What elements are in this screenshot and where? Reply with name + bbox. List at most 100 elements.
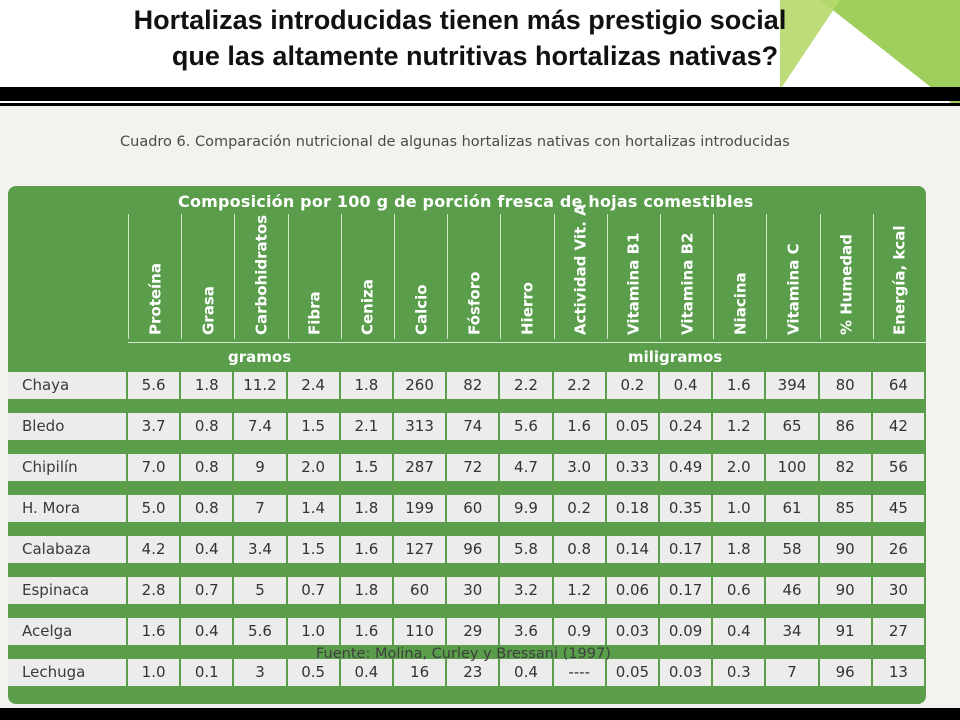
- table-cell: 1.8: [713, 536, 765, 563]
- table-cell: 60: [394, 577, 446, 604]
- column-header: Grasa: [181, 214, 235, 339]
- table-cell: 0.3: [713, 659, 765, 686]
- row-label: Acelga: [8, 618, 126, 645]
- table-cell: 9: [234, 454, 286, 481]
- table-cell: 0.05: [606, 413, 658, 440]
- table-cell: 1.6: [713, 372, 765, 399]
- table-cell: 0.24: [660, 413, 712, 440]
- column-header: Energía, kcal: [872, 214, 927, 339]
- row-label: Chipilín: [8, 454, 126, 481]
- table-heading: Composición por 100 g de porción fresca …: [178, 192, 754, 211]
- table-cell: 30: [872, 577, 924, 604]
- table-cell: 0.7: [287, 577, 339, 604]
- table-cell: 0.9: [553, 618, 605, 645]
- table-cell: 2.2: [553, 372, 605, 399]
- table-cell: 86: [819, 413, 871, 440]
- table-cell: 2.0: [713, 454, 765, 481]
- column-header-label: Carbohidratos: [252, 214, 271, 335]
- table-cell: 0.8: [181, 454, 233, 481]
- table-cell: 313: [394, 413, 446, 440]
- table-cell: 1.4: [287, 495, 339, 522]
- column-header: Carbohidratos: [234, 214, 288, 339]
- table-cell: 0.8: [181, 495, 233, 522]
- table-cell: 1.2: [713, 413, 765, 440]
- table-cell: 5.0: [128, 495, 180, 522]
- column-header: Hierro: [500, 214, 554, 339]
- column-header: Niacina: [713, 214, 767, 339]
- table-cell: 3.2: [500, 577, 552, 604]
- table-cell: 5: [234, 577, 286, 604]
- column-header: Vitamina B1: [606, 214, 661, 339]
- table-cell: 85: [819, 495, 871, 522]
- table-cell: 0.4: [340, 659, 392, 686]
- table-cell: 0.17: [660, 577, 712, 604]
- table-cell: 58: [766, 536, 818, 563]
- table-cell: 199: [394, 495, 446, 522]
- table-cell: 287: [394, 454, 446, 481]
- row-label: H. Mora: [8, 495, 126, 522]
- table-cell: 91: [819, 618, 871, 645]
- column-header: % Humedad: [819, 214, 874, 339]
- table-cell: 80: [819, 372, 871, 399]
- table-cell: 90: [819, 577, 871, 604]
- table-cell: 64: [872, 372, 924, 399]
- top-divider-thin: [0, 103, 960, 106]
- column-header-label: % Humedad: [837, 234, 856, 335]
- column-header-label: Grasa: [199, 286, 218, 335]
- table-row: Calabaza 4.2 0.4 3.4 1.5 1.6 127 96 5.8 0.8 0.14 0.…: [8, 534, 926, 563]
- table-cell: 1.5: [287, 536, 339, 563]
- table-cell: 0.09: [660, 618, 712, 645]
- table-cell: 0.4: [713, 618, 765, 645]
- table-cell: 7.4: [234, 413, 286, 440]
- column-header: Fibra: [287, 214, 342, 339]
- table-row: H. Mora 5.0 0.8 7 1.4 1.8 199 60 9.9 0.2 0.18 0.35 1…: [8, 493, 926, 522]
- table-cell: 5.6: [234, 618, 286, 645]
- table-cell: 110: [394, 618, 446, 645]
- table-cell: 0.4: [660, 372, 712, 399]
- table-cell: 3.7: [128, 413, 180, 440]
- column-header: Calcio: [394, 214, 448, 339]
- top-divider: [0, 87, 960, 101]
- table-cell: 1.8: [181, 372, 233, 399]
- table-cell: 65: [766, 413, 818, 440]
- table-row: Lechuga 1.0 0.1 3 0.5 0.4 16 23 0.4 ---- 0.05 0.03 0…: [8, 657, 926, 686]
- table-cell: 0.6: [713, 577, 765, 604]
- table-cell: 1.5: [287, 413, 339, 440]
- table-cell: 2.4: [287, 372, 339, 399]
- table-cell: 2.0: [287, 454, 339, 481]
- table-cell: 0.17: [660, 536, 712, 563]
- column-header: Actividad Vit. A: [553, 204, 608, 339]
- column-header: Fósforo: [447, 214, 501, 339]
- column-header-label: Actividad Vit. A: [571, 204, 590, 335]
- table-cell: 34: [766, 618, 818, 645]
- table-cell: 5.8: [500, 536, 552, 563]
- table-cell: 1.6: [340, 536, 392, 563]
- table-cell: 0.2: [606, 372, 658, 399]
- decorative-triangle: [780, 0, 840, 90]
- row-label: Bledo: [8, 413, 126, 440]
- table-cell: 0.33: [606, 454, 658, 481]
- column-header-label: Hierro: [518, 282, 537, 335]
- table-cell: 27: [872, 618, 924, 645]
- table-cell: 96: [819, 659, 871, 686]
- table-cell: 46: [766, 577, 818, 604]
- table-cell: 260: [394, 372, 446, 399]
- table-cell: 0.03: [606, 618, 658, 645]
- table-cell: 1.8: [340, 372, 392, 399]
- column-header-label: Vitamina B1: [624, 232, 643, 335]
- table-cell: 0.2: [553, 495, 605, 522]
- table-cell: 0.35: [660, 495, 712, 522]
- table-cell: 0.5: [287, 659, 339, 686]
- column-header-label: Proteína: [146, 263, 165, 335]
- table-cell: 2.1: [340, 413, 392, 440]
- unit-divider: [394, 342, 926, 343]
- table-cell: 3.4: [234, 536, 286, 563]
- table-cell: 0.4: [500, 659, 552, 686]
- table-cell: 60: [447, 495, 499, 522]
- table-cell: 7: [766, 659, 818, 686]
- table-cell: 96: [447, 536, 499, 563]
- table-row: Bledo 3.7 0.8 7.4 1.5 2.1 313 74 5.6 1.6 0.05 0.24 1…: [8, 411, 926, 440]
- table-cell: 1.6: [553, 413, 605, 440]
- table-cell: 3.0: [553, 454, 605, 481]
- column-header: Proteína: [128, 214, 182, 339]
